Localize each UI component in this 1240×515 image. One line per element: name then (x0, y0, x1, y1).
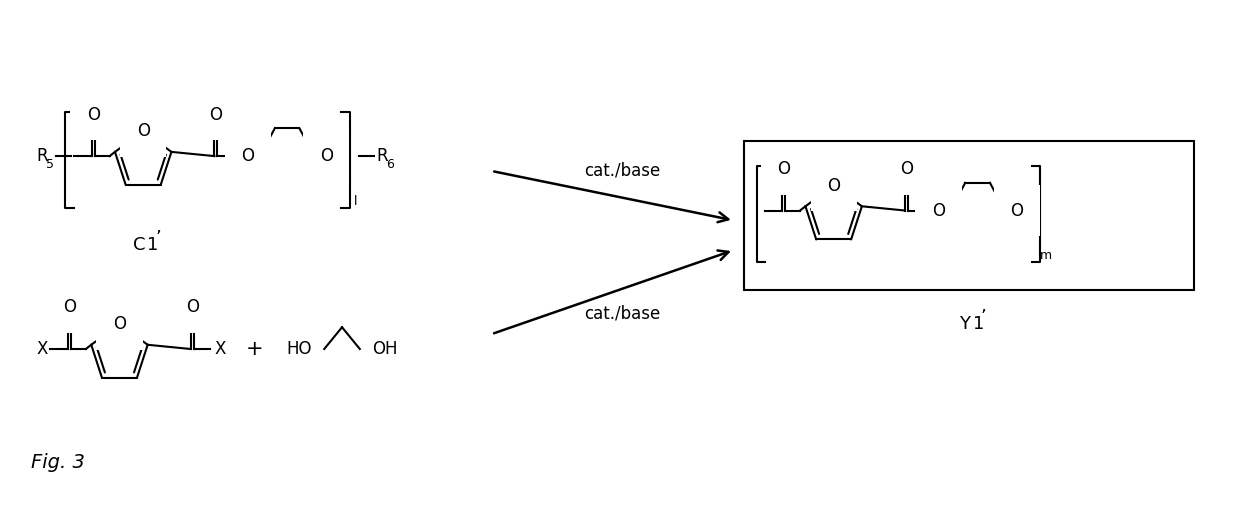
Text: l: l (355, 195, 357, 208)
Text: O: O (113, 315, 126, 333)
FancyBboxPatch shape (744, 141, 1194, 289)
Text: HO: HO (286, 340, 312, 358)
Text: ’: ’ (981, 308, 986, 327)
Text: cat./base: cat./base (584, 305, 661, 323)
Text: R: R (377, 147, 388, 165)
Text: m: m (1040, 249, 1053, 262)
Text: OH: OH (372, 340, 397, 358)
Text: Y: Y (959, 315, 970, 333)
Text: O: O (87, 106, 99, 124)
Text: R: R (36, 147, 48, 165)
Text: O: O (320, 147, 332, 165)
Text: 1: 1 (148, 236, 159, 254)
Text: O: O (827, 177, 841, 195)
Text: X: X (215, 340, 226, 358)
Text: O: O (932, 201, 945, 219)
Text: X: X (36, 340, 47, 358)
Text: O: O (186, 299, 198, 316)
Text: 1: 1 (972, 315, 985, 333)
Text: O: O (210, 106, 222, 124)
Text: 6: 6 (387, 158, 394, 170)
Text: Fig. 3: Fig. 3 (31, 453, 86, 472)
Text: cat./base: cat./base (584, 162, 661, 180)
Text: C: C (134, 236, 146, 254)
Text: O: O (242, 147, 254, 165)
Text: O: O (777, 160, 790, 178)
Text: O: O (136, 123, 150, 141)
Text: +: + (247, 339, 264, 359)
Text: O: O (900, 160, 913, 178)
Text: ’: ’ (155, 229, 161, 247)
Text: O: O (1011, 201, 1023, 219)
Text: 5: 5 (46, 158, 55, 170)
Text: O: O (63, 299, 76, 316)
